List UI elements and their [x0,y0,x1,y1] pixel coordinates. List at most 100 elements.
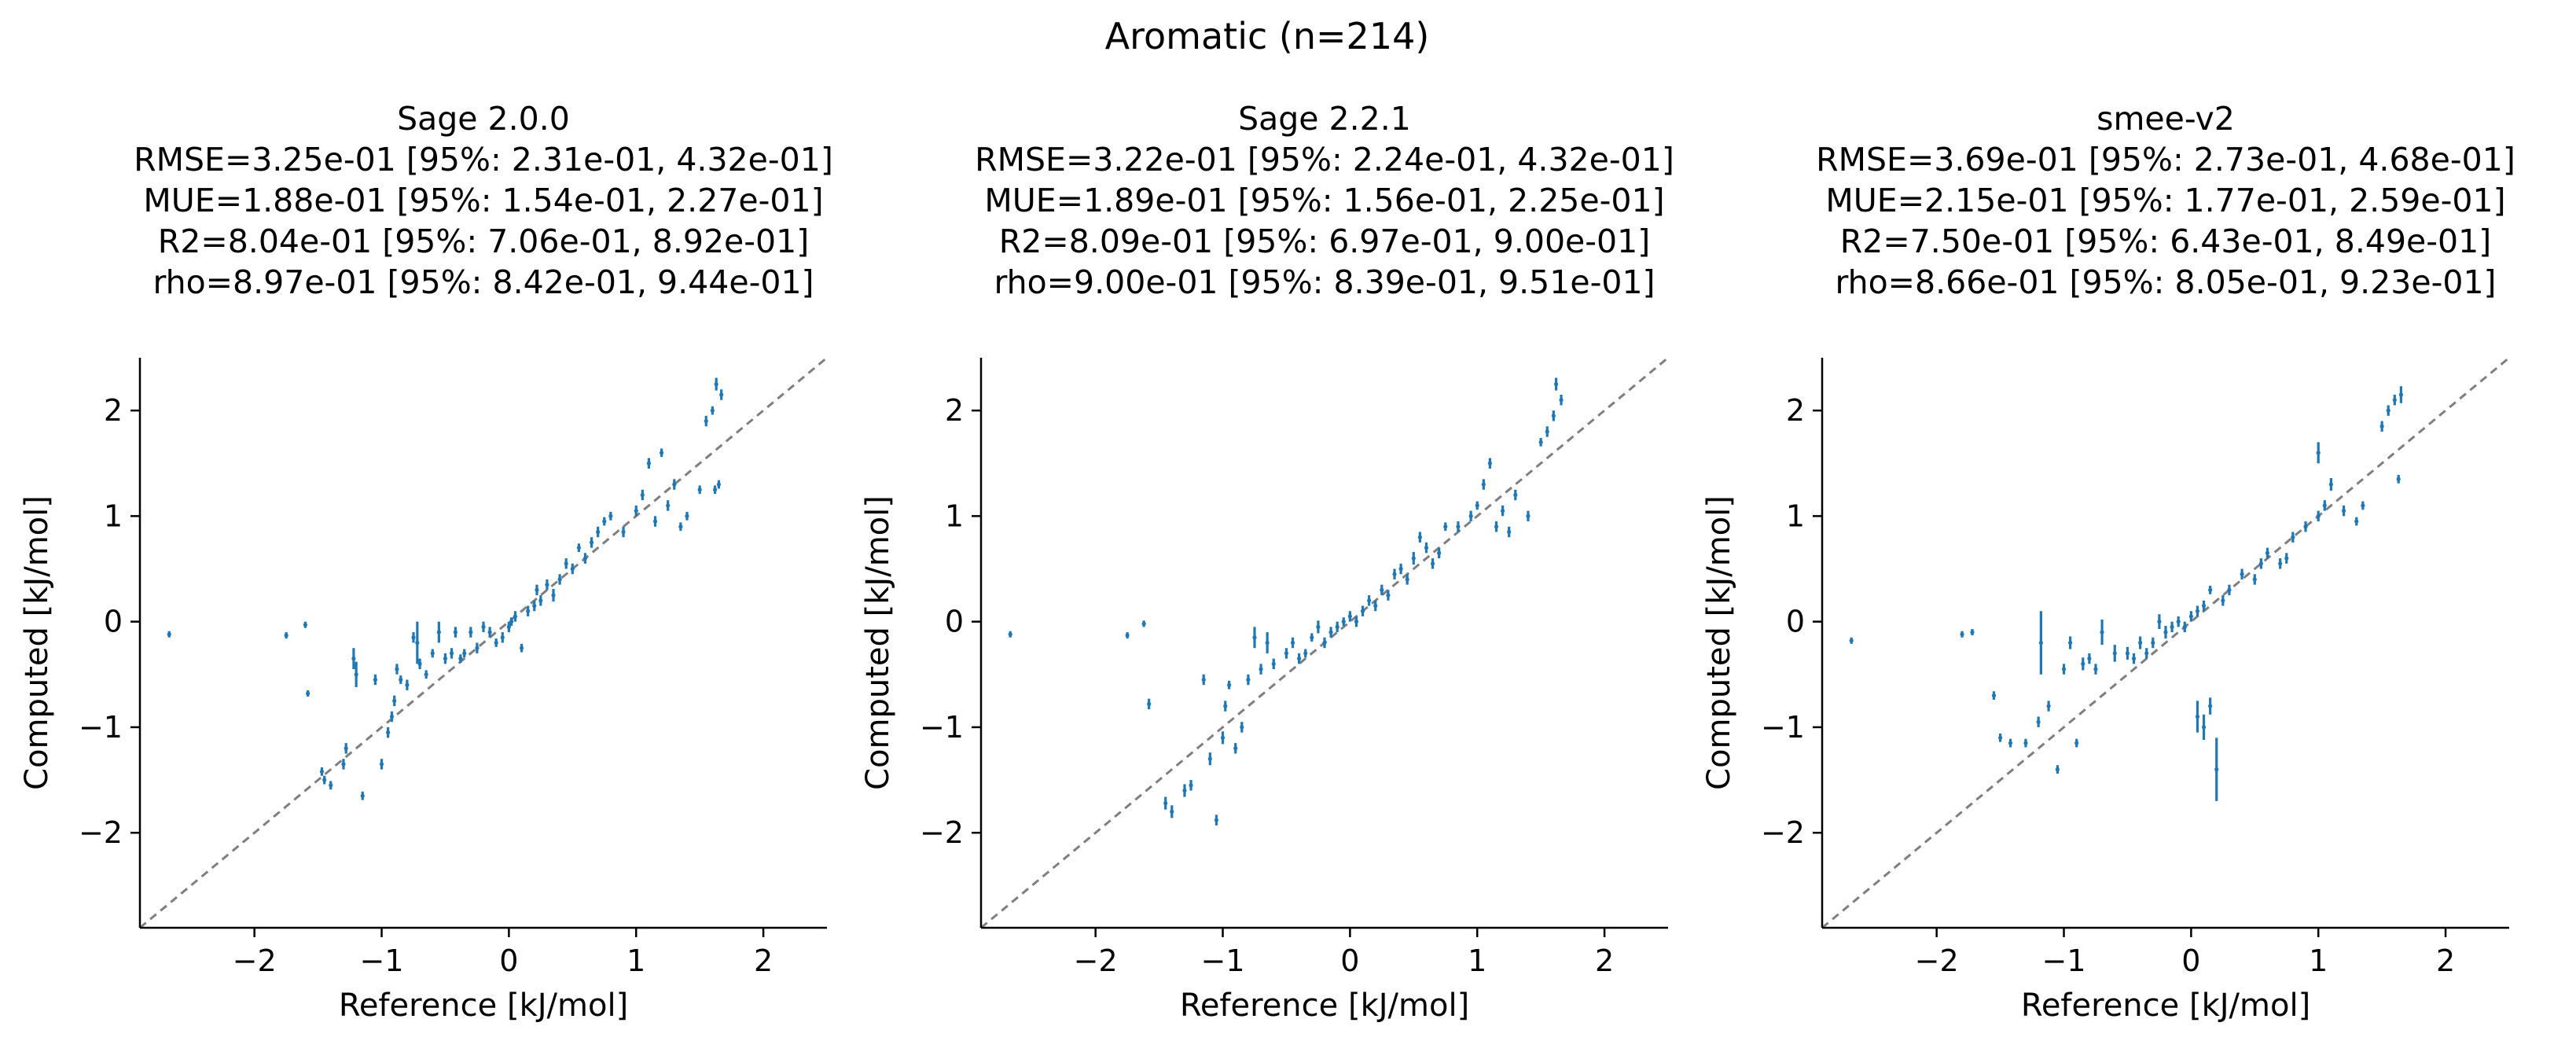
data-point [481,624,486,629]
data-point [341,762,346,767]
data-point [436,630,441,635]
panel-title: Sage 2.0.0 [397,100,570,138]
data-point [2354,519,2359,524]
data-point [2284,556,2289,561]
data-point [1328,630,1333,635]
data-point [2201,725,2207,730]
data-point [678,524,683,529]
data-point [1991,693,1997,698]
y-tick-label: 0 [1786,605,1805,639]
data-point [1271,661,1276,666]
panel-title: Sage 2.2.1 [1238,100,1411,138]
x-tick-label: −1 [2042,943,2086,978]
x-tick-label: 0 [1340,943,1359,978]
y-axis-label: Computed [kJ/mol] [1701,495,1737,790]
data-point [1538,440,1543,445]
data-point [1310,635,1314,640]
data-point [1290,640,1295,646]
data-point [2046,704,2051,708]
x-tick-label: 1 [2309,943,2328,978]
data-point [2138,640,2143,646]
x-tick-label: −2 [233,943,277,978]
data-point [443,657,448,661]
data-point [1259,667,1263,671]
data-point [360,793,365,798]
data-point [716,482,722,487]
data-point [1189,783,1193,788]
x-axis-label: Reference [kJ/mol] [339,988,628,1024]
data-point [1468,513,1473,518]
data-point [2195,714,2200,719]
y-tick-label: −1 [79,710,123,745]
data-point [589,540,594,545]
data-point [2195,609,2200,613]
data-point [458,657,463,661]
data-point [2386,408,2390,413]
data-point [2258,561,2263,566]
data-point [2055,767,2060,772]
data-point [1354,620,1359,624]
panel-stat-line: rho=9.00e-01 [95%: 8.39e-01, 9.51e-01] [994,263,1655,301]
data-point [2328,482,2334,487]
data-point [487,630,492,635]
data-point [1284,651,1289,656]
data-point [1207,756,1212,761]
data-point [1303,651,1308,656]
data-point [1386,593,1391,598]
data-point [2125,651,2130,656]
data-point [415,640,420,646]
y-tick-label: 2 [104,393,123,428]
data-point [545,583,549,587]
data-point [2221,598,2225,603]
panel-stat-line: rho=8.66e-01 [95%: 8.05e-01, 9.23e-01] [1835,263,2496,301]
data-point [672,482,677,487]
x-tick-label: 2 [2436,943,2455,978]
data-point [1424,546,1429,550]
data-point [379,762,384,767]
data-point [532,603,537,609]
data-point [322,778,327,782]
data-point [1551,414,1556,418]
data-point [2208,587,2213,592]
data-point [2100,630,2104,635]
data-point [712,487,718,492]
y-tick-label: −1 [1761,710,1805,745]
data-point [389,714,395,719]
data-point [2316,513,2321,518]
data-point [392,698,397,703]
data-point [1335,624,1339,629]
data-point [284,633,288,638]
data-point [1443,524,1448,529]
data-point [2396,476,2401,481]
data-point [685,513,689,518]
panel-stat-line: MUE=2.15e-01 [95%: 1.77e-01, 2.59e-01] [1825,182,2505,219]
panel-stat-line: MUE=1.89e-01 [95%: 1.56e-01, 2.25e-01] [984,182,1664,219]
data-point [344,746,348,751]
y-tick-label: 1 [104,498,123,533]
data-point [1220,735,1226,740]
x-tick-label: −2 [1074,943,1118,978]
data-point [513,614,518,619]
data-point [2182,624,2187,629]
data-point [2379,424,2384,429]
data-point [1316,624,1321,629]
data-point [1246,677,1251,682]
data-point [319,769,325,774]
y-tick-label: −1 [920,710,964,745]
data-point [1182,788,1187,793]
data-point [2278,561,2283,566]
data-point [2170,624,2174,629]
y-tick-label: 1 [1786,498,1805,533]
data-point [1341,620,1346,624]
panel-stat-line: RMSE=3.69e-01 [95%: 2.73e-01, 4.68e-01] [1816,141,2515,178]
data-point [475,646,480,650]
data-point [1322,640,1327,646]
data-point [2112,651,2117,656]
data-point [1475,503,1479,508]
data-point [424,672,428,677]
x-tick-label: 0 [499,943,518,978]
data-point [1405,577,1409,582]
